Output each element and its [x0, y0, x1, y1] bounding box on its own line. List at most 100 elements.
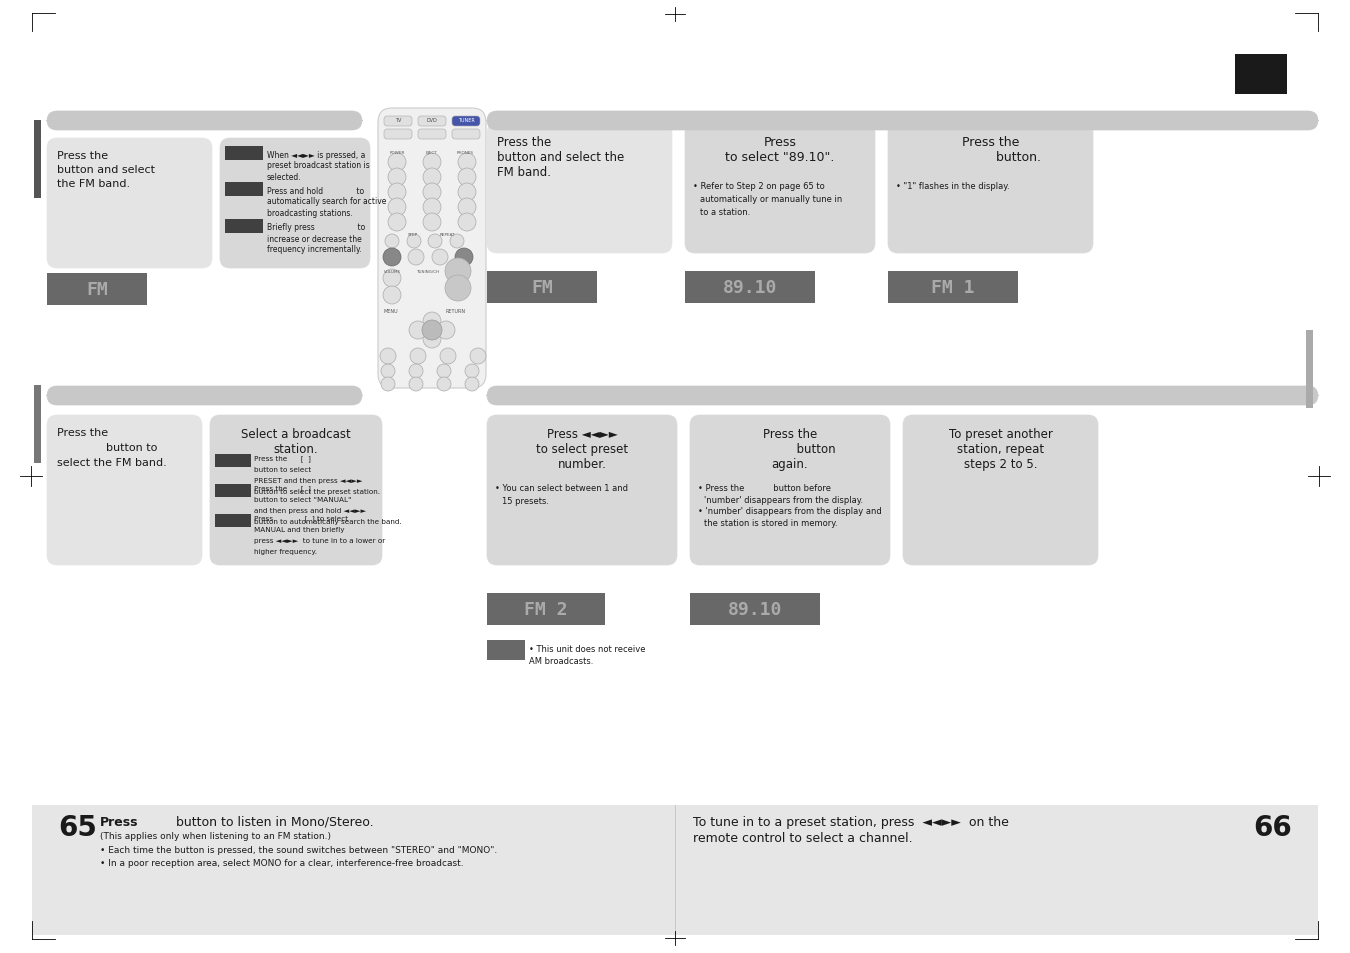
FancyBboxPatch shape	[220, 139, 370, 269]
Circle shape	[383, 249, 401, 267]
Bar	[690, 594, 819, 625]
FancyBboxPatch shape	[211, 416, 382, 565]
Text: Press: Press	[764, 136, 796, 149]
Text: Press the      [  ]: Press the [ ]	[254, 485, 310, 492]
Text: • Each time the button is pressed, the sound switches between "STEREO" and "MONO: • Each time the button is pressed, the s…	[100, 845, 497, 854]
Bar	[487, 640, 525, 660]
Bar	[32, 805, 1318, 935]
Text: 89.10: 89.10	[728, 600, 782, 618]
Text: Press and hold              to: Press and hold to	[267, 186, 364, 195]
Circle shape	[437, 322, 455, 339]
Text: button to select "MANUAL": button to select "MANUAL"	[254, 497, 351, 502]
Bar	[1235, 55, 1287, 95]
Circle shape	[381, 377, 396, 392]
FancyBboxPatch shape	[47, 416, 202, 565]
Text: REPEAT: REPEAT	[440, 233, 455, 236]
Text: Press the: Press the	[763, 428, 817, 440]
Text: button to select: button to select	[254, 467, 312, 473]
Text: EJECT: EJECT	[425, 151, 437, 154]
Text: TV: TV	[394, 118, 401, 123]
Text: • You can select between 1 and: • You can select between 1 and	[495, 483, 628, 493]
Circle shape	[387, 153, 406, 172]
Text: station.: station.	[274, 442, 319, 456]
Circle shape	[455, 249, 472, 267]
FancyBboxPatch shape	[418, 130, 446, 140]
Bar	[225, 220, 263, 233]
Text: POWER: POWER	[389, 151, 405, 154]
Circle shape	[470, 349, 486, 365]
Circle shape	[458, 153, 477, 172]
FancyBboxPatch shape	[690, 416, 890, 565]
Bar	[215, 484, 251, 497]
Text: PRESET and then press ◄◄►►: PRESET and then press ◄◄►►	[254, 477, 363, 483]
Circle shape	[423, 184, 441, 202]
FancyBboxPatch shape	[452, 130, 481, 140]
Bar	[888, 272, 1018, 304]
Text: Press the: Press the	[57, 428, 108, 437]
FancyBboxPatch shape	[47, 112, 362, 131]
FancyBboxPatch shape	[487, 387, 1318, 406]
Bar	[215, 515, 251, 527]
Text: button.: button.	[940, 151, 1041, 164]
Bar	[47, 274, 147, 306]
Text: FM 2: FM 2	[524, 600, 568, 618]
Circle shape	[423, 213, 441, 232]
Circle shape	[446, 275, 471, 302]
Circle shape	[450, 234, 464, 249]
Circle shape	[385, 234, 400, 249]
Circle shape	[437, 377, 451, 392]
Text: • This unit does not receive: • This unit does not receive	[529, 644, 645, 654]
Circle shape	[446, 258, 471, 285]
Text: press ◄◄►►  to tune in to a lower or: press ◄◄►► to tune in to a lower or	[254, 537, 385, 543]
Circle shape	[379, 349, 396, 365]
Circle shape	[387, 199, 406, 216]
Text: to select "89.10".: to select "89.10".	[725, 151, 834, 164]
Text: TUNER: TUNER	[458, 118, 474, 123]
Circle shape	[423, 331, 441, 349]
FancyBboxPatch shape	[487, 416, 676, 565]
Bar	[1305, 331, 1314, 409]
Text: to select preset: to select preset	[536, 442, 628, 456]
Circle shape	[408, 250, 424, 266]
Circle shape	[440, 349, 456, 365]
Text: automatically or manually tune in: automatically or manually tune in	[701, 194, 842, 204]
Circle shape	[387, 213, 406, 232]
Text: button to: button to	[57, 442, 158, 453]
Text: VOLUME: VOLUME	[383, 270, 401, 274]
Circle shape	[458, 213, 477, 232]
Text: 'number' disappears from the display.: 'number' disappears from the display.	[703, 496, 863, 504]
Circle shape	[410, 349, 427, 365]
Text: RETURN: RETURN	[446, 309, 466, 314]
FancyBboxPatch shape	[487, 124, 672, 253]
Text: Briefly press                  to: Briefly press to	[267, 223, 366, 233]
Text: 89.10: 89.10	[722, 278, 778, 296]
Text: Press the      [  ]: Press the [ ]	[254, 456, 310, 462]
Text: FM: FM	[531, 278, 554, 296]
Text: • In a poor reception area, select MONO for a clear, interference-free broadcast: • In a poor reception area, select MONO …	[100, 858, 463, 867]
Text: 15 presets.: 15 presets.	[502, 497, 549, 505]
Text: PHONES: PHONES	[456, 151, 474, 154]
Text: Press              [  ] to select: Press [ ] to select	[254, 515, 348, 522]
Text: • Refer to Step 2 on page 65 to: • Refer to Step 2 on page 65 to	[693, 182, 825, 191]
Text: Select a broadcast: Select a broadcast	[242, 428, 351, 440]
Text: frequency incrementally.: frequency incrementally.	[267, 245, 362, 254]
Text: Press the: Press the	[497, 136, 551, 149]
Text: To preset another: To preset another	[949, 428, 1053, 440]
Text: select the FM band.: select the FM band.	[57, 457, 167, 468]
Circle shape	[423, 153, 441, 172]
Circle shape	[406, 234, 421, 249]
Text: When ◄◄►► is pressed, a: When ◄◄►► is pressed, a	[267, 151, 366, 159]
Circle shape	[387, 184, 406, 202]
Text: automatically search for active: automatically search for active	[267, 197, 386, 206]
Text: button to automatically search the band.: button to automatically search the band.	[254, 518, 402, 524]
Circle shape	[383, 270, 401, 288]
Text: • 'number' disappears from the display and: • 'number' disappears from the display a…	[698, 506, 882, 516]
Text: selected.: selected.	[267, 172, 301, 181]
Bar	[34, 121, 40, 199]
Circle shape	[458, 169, 477, 187]
Text: 65: 65	[58, 813, 97, 841]
Circle shape	[428, 234, 441, 249]
FancyBboxPatch shape	[684, 124, 875, 253]
FancyBboxPatch shape	[452, 117, 481, 127]
FancyBboxPatch shape	[903, 416, 1098, 565]
